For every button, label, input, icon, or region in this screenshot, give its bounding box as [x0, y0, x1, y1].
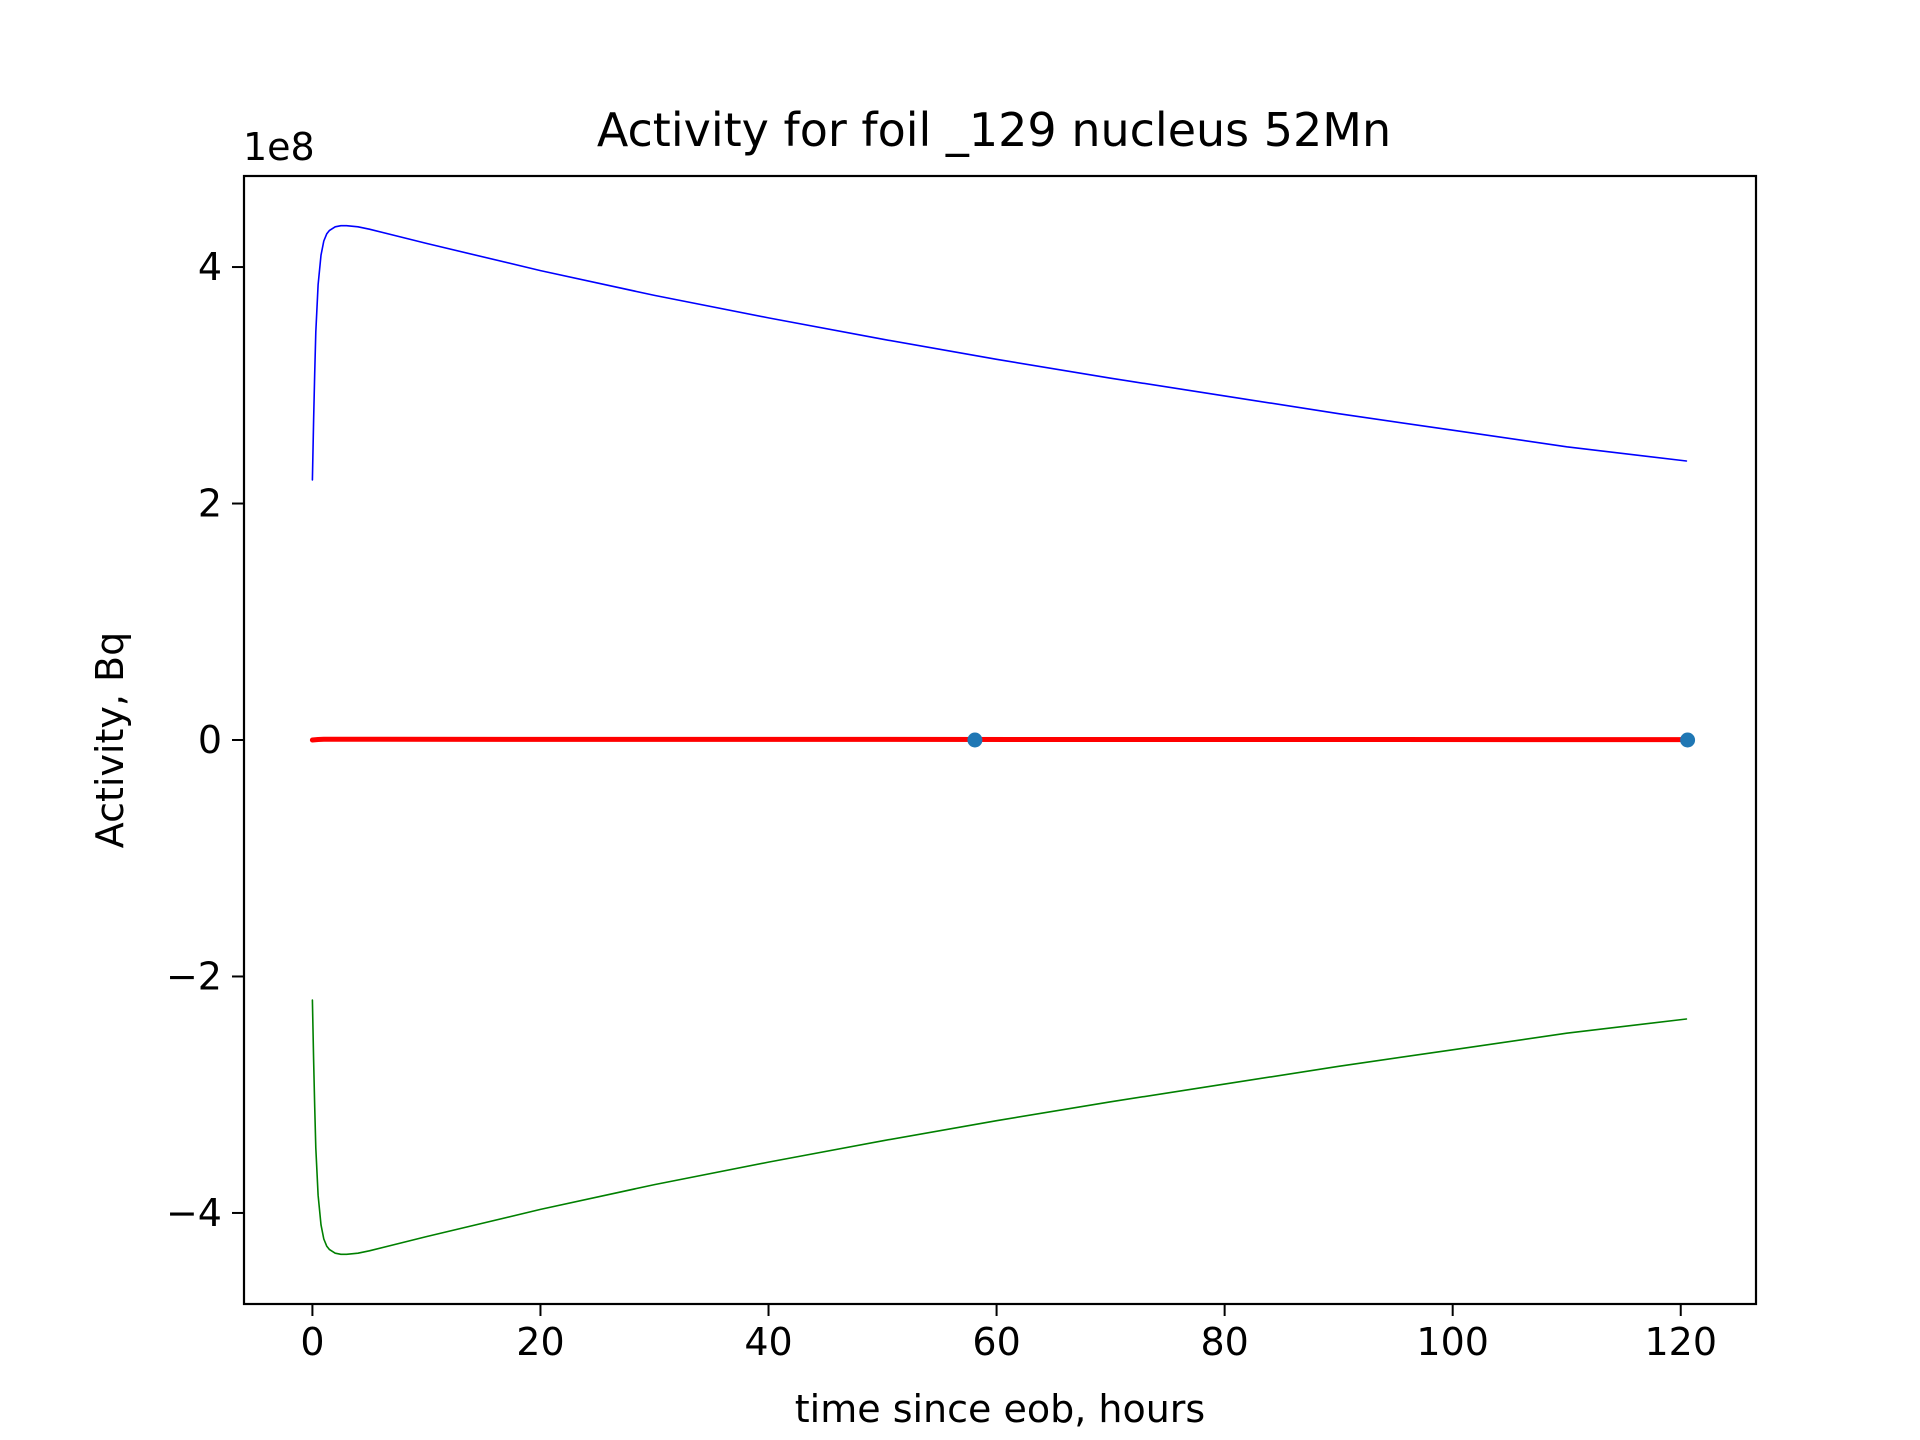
x-tick-label: 0	[300, 1320, 324, 1364]
data-point	[1680, 732, 1696, 748]
data-point	[967, 732, 983, 748]
series-layer	[309, 224, 1689, 1256]
x-axis-ticks: 0 20 40 60 80 100 120	[300, 1304, 1717, 1364]
x-axis-label: time since eob, hours	[795, 1387, 1205, 1431]
x-tick-label: 80	[1200, 1320, 1248, 1364]
x-tick-label: 20	[516, 1320, 564, 1364]
series-line-2	[309, 736, 1689, 743]
y-tick-label: −4	[166, 1191, 222, 1235]
series-line-1	[311, 999, 1688, 1256]
x-tick-label: 100	[1416, 1320, 1489, 1364]
y-axis-ticks: −4 −2 0 2 4	[166, 245, 244, 1235]
points-layer	[967, 732, 1696, 748]
y-tick-label: 2	[198, 482, 222, 526]
y-tick-label: 4	[198, 245, 222, 289]
y-axis-offset-label: 1e8	[243, 125, 315, 169]
y-axis-label: Activity, Bq	[88, 632, 132, 848]
x-tick-label: 60	[972, 1320, 1020, 1364]
chart-title: Activity for foil _129 nucleus 52Mn	[597, 103, 1391, 157]
y-tick-label: 0	[198, 718, 222, 762]
series-line-0	[311, 224, 1688, 481]
y-tick-label: −2	[166, 954, 222, 998]
x-tick-label: 40	[744, 1320, 792, 1364]
x-tick-label: 120	[1644, 1320, 1717, 1364]
